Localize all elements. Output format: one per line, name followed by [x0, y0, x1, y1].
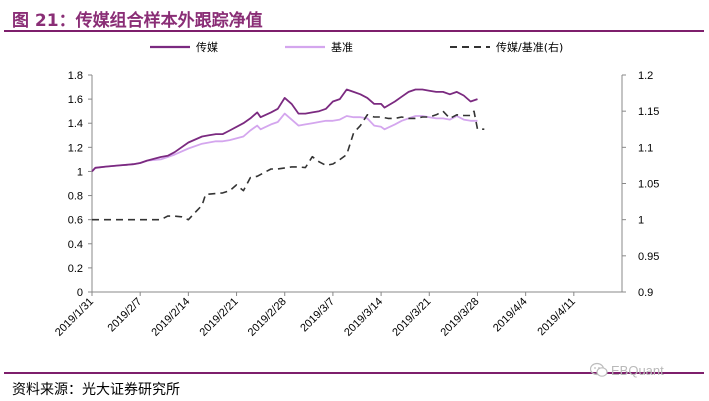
watermark: EBQuant — [590, 362, 664, 378]
left-tick-label: 0.4 — [68, 239, 83, 251]
right-tick-label: 1.15 — [638, 106, 659, 118]
left-tick-label: 1.8 — [68, 70, 83, 82]
right-tick-label: 0.9 — [638, 287, 653, 299]
x-tick-label: 2019/3/28 — [438, 296, 481, 339]
x-tick-label: 2019/3/14 — [342, 296, 385, 339]
watermark-text: EBQuant — [611, 362, 664, 378]
series-line-ratio — [92, 110, 485, 221]
right-tick-label: 1.05 — [638, 179, 659, 191]
left-tick-label: 0.6 — [68, 215, 83, 227]
x-tick-label: 2019/2/28 — [246, 296, 289, 339]
left-tick-label: 1.6 — [68, 94, 83, 106]
axes — [91, 75, 623, 293]
right-tick-label: 1.2 — [638, 70, 653, 82]
x-tick-label: 2019/2/7 — [106, 296, 145, 335]
left-tick-label: 1.4 — [68, 118, 83, 130]
x-tick-label: 2019/4/11 — [535, 296, 578, 339]
left-tick-label: 0.8 — [68, 191, 83, 203]
x-tick-label: 2019/1/31 — [53, 296, 96, 339]
left-tick-label: 0 — [77, 287, 83, 299]
legend-label: 传媒 — [196, 41, 218, 54]
x-tick-label: 2019/2/21 — [198, 296, 241, 339]
right-tick-label: 0.95 — [638, 251, 659, 263]
line-chart: 0 0.2 0.4 0.6 0.8 1 1.2 1.4 1.6 1.8 0.9 0.95 1 1.05 1… — [53, 40, 659, 339]
title-rule — [4, 30, 704, 32]
left-tick-label: 1 — [77, 166, 83, 178]
series-line-portfolio — [91, 88, 478, 173]
legend-label: 传媒/基准(右) — [496, 40, 563, 54]
right-tick-label: 1 — [638, 215, 644, 227]
x-tick-label: 2019/4/4 — [491, 296, 530, 335]
wechat-icon — [590, 362, 608, 377]
legend-label: 基准 — [331, 41, 353, 54]
x-tick-labels: 2019/1/31 2019/2/7 2019/2/14 2019/2/21 2019/… — [53, 292, 578, 339]
right-y-tick-labels: 0.9 0.95 1 1.05 1.1 1.15 1.2 — [622, 70, 659, 299]
left-tick-label: 1.2 — [68, 142, 83, 154]
right-tick-label: 1.1 — [638, 142, 653, 154]
series-lines — [91, 88, 485, 221]
series-line-benchmark — [91, 112, 478, 173]
source-rule — [4, 372, 704, 374]
figure-title: 图 21：传媒组合样本外跟踪净值 — [12, 11, 263, 31]
source-note: 资料来源：光大证券研究所 — [12, 382, 180, 398]
x-tick-label: 2019/2/14 — [149, 296, 192, 339]
x-tick-label: 2019/3/7 — [298, 296, 337, 335]
left-y-tick-labels: 0 0.2 0.4 0.6 0.8 1 1.2 1.4 1.6 1.8 — [68, 70, 92, 299]
x-tick-label: 2019/3/21 — [390, 296, 433, 339]
left-tick-label: 0.2 — [68, 263, 83, 275]
legend: 传媒 基准 传媒/基准(右) — [150, 40, 563, 54]
